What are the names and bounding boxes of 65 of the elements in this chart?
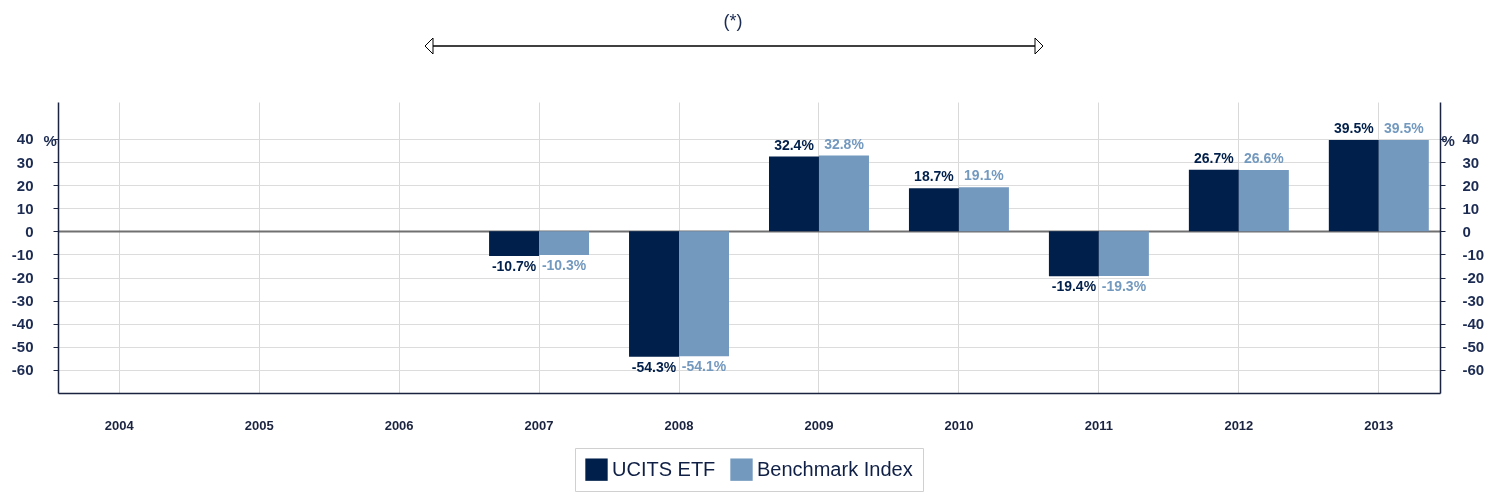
bar (1328, 140, 1379, 232)
x-tick-label: 2011 (1084, 417, 1113, 433)
x-tick-label: 2006 (384, 417, 414, 433)
data-label: 39.5% (1333, 120, 1375, 137)
bar (1378, 140, 1429, 232)
bar (1188, 169, 1239, 232)
x-tick-label: 2012 (1224, 417, 1254, 433)
data-label: 32.4% (774, 136, 815, 153)
data-label: 32.8% (824, 135, 865, 152)
bar (768, 156, 819, 232)
y2-tick-label: -60 (1462, 361, 1485, 379)
data-label: -19.3% (1101, 277, 1147, 294)
y-tick-label: 10 (16, 199, 34, 217)
y2-tick-label: 0 (1462, 222, 1471, 240)
x-tick-label: 2004 (104, 417, 135, 433)
y2-tick-label: -20 (1462, 269, 1485, 287)
bar (1098, 231, 1149, 276)
bar (958, 187, 1009, 232)
data-label: -10.3% (541, 257, 587, 274)
bar (679, 231, 730, 357)
bar (1238, 169, 1289, 232)
y2-tick-label: 20 (1462, 176, 1480, 194)
bar (908, 188, 959, 232)
y2-tick-label: -10 (1462, 245, 1485, 263)
y-tick-label: -10 (11, 245, 34, 263)
y-tick-label: -60 (11, 361, 34, 379)
data-label: -54.3% (631, 358, 677, 375)
y2-tick-label: 10 (1462, 199, 1480, 217)
bar (1048, 231, 1099, 277)
y-tick-label: -50 (11, 338, 34, 356)
data-label: 19.1% (964, 167, 1005, 184)
data-label: 26.6% (1244, 149, 1285, 166)
y-tick-label: 0 (25, 222, 34, 240)
x-tick-label: 2009 (804, 417, 834, 433)
y2-axis-title: % (1441, 132, 1455, 150)
y-tick-label: 30 (16, 153, 34, 171)
y-tick-label: -40 (11, 315, 34, 333)
data-label: 39.5% (1383, 120, 1425, 137)
data-label: 18.7% (914, 168, 955, 185)
data-label: 26.7% (1194, 149, 1235, 166)
x-tick-label: 2008 (664, 417, 694, 433)
bar (629, 231, 680, 357)
x-tick-label: 2010 (944, 417, 974, 433)
y2-tick-label: 40 (1462, 130, 1480, 148)
data-label: -19.4% (1051, 278, 1097, 295)
y-tick-label: -30 (11, 292, 34, 310)
y-axis-title: % (43, 132, 57, 150)
bar (489, 231, 540, 257)
y2-tick-label: -50 (1462, 338, 1485, 356)
y2-tick-label: -30 (1462, 292, 1485, 310)
data-label: -10.7% (491, 258, 537, 275)
y-tick-label: 20 (16, 176, 34, 194)
legend-label: UCITS ETF (612, 457, 716, 480)
text: (*) (723, 11, 743, 31)
legend-label: Benchmark Index (757, 457, 913, 480)
data-label: -54.1% (681, 358, 727, 375)
y2-tick-label: 30 (1462, 153, 1480, 171)
x-tick-label: 2007 (524, 417, 554, 433)
bar (818, 155, 869, 232)
y-tick-label: -20 (11, 269, 34, 287)
bar (539, 231, 590, 256)
x-tick-label: 2013 (1364, 417, 1394, 433)
x-tick-label: 2005 (244, 417, 274, 433)
y-tick-label: 40 (16, 130, 34, 148)
y2-tick-label: -40 (1462, 315, 1485, 333)
